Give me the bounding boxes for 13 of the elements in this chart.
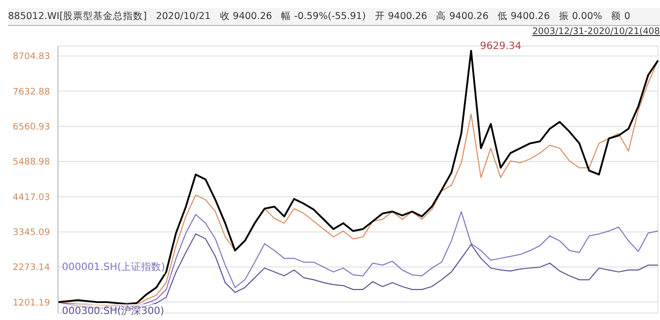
y-tick-label: 2273.14 (12, 263, 50, 274)
y-tick-label: 3345.09 (12, 228, 50, 238)
y-tick-label: 5488.98 (12, 158, 50, 168)
y-tick-label: 6560.93 (12, 122, 50, 133)
series-label: 000300.SH(沪深300) (62, 304, 164, 318)
chart-subtitle: 2003/12/31-2020/10/21(408 (531, 26, 660, 38)
annotation: 9629.34 (480, 41, 522, 52)
chart-title: 885012.WI[股票型基金总指数] 2020/10/21 收 9400.26 幅 -0.59%(-55.91) 开 9400.26 高 9400.26 低 9400.26 振 0.00% 额 0 (8, 8, 660, 26)
series-label: 000001.SH(上证指数) (62, 260, 166, 274)
y-tick-label: 4417.03 (12, 192, 50, 203)
y-tick-label: 1201.19 (12, 298, 50, 308)
y-tick-label: 8704.83 (12, 52, 50, 62)
y-tick-label: 7632.88 (12, 87, 50, 98)
